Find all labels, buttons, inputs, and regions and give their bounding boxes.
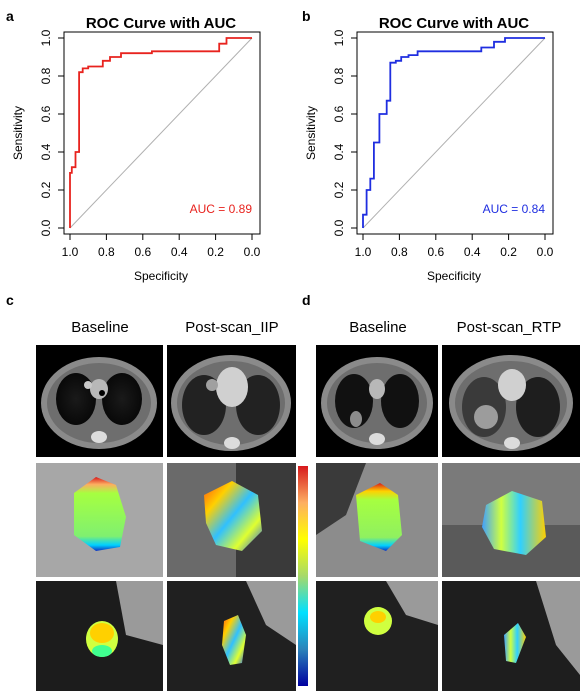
- y-tick-label: 0.2: [39, 181, 53, 198]
- diagonal-reference-line: [69, 37, 253, 229]
- x-axis-label: Specificity: [427, 269, 481, 283]
- panel-d-baseline-label: Baseline: [349, 319, 407, 336]
- y-tick-label: 0.2: [332, 181, 346, 198]
- x-tick-label: 0.2: [500, 245, 517, 259]
- y-axis-label: Sensitivity: [304, 106, 318, 160]
- x-tick-label: 1.0: [62, 245, 79, 259]
- colorbar: [298, 466, 308, 686]
- x-tick-label: 0.6: [134, 245, 151, 259]
- panel-c-scan-images: [36, 345, 296, 691]
- panel-d-postscan-label: Post-scan_RTP: [456, 319, 562, 336]
- x-tick-label: 0.4: [464, 245, 481, 259]
- x-tick-label: 0.6: [427, 245, 444, 259]
- y-tick-label: 1.0: [332, 29, 346, 46]
- x-tick-label: 0.4: [171, 245, 188, 259]
- diagonal-reference-line: [362, 37, 546, 229]
- x-tick-label: 0.2: [207, 245, 224, 259]
- y-tick-label: 0.8: [332, 67, 346, 84]
- y-tick-label: 0.4: [332, 143, 346, 160]
- y-tick-label: 0.8: [39, 67, 53, 84]
- panel-label-b: b: [302, 8, 311, 24]
- y-tick-label: 0.0: [332, 219, 346, 236]
- x-tick-label: 0.8: [98, 245, 115, 259]
- y-tick-label: 0.0: [39, 219, 53, 236]
- roc-curve-line: [69, 37, 252, 228]
- roc-curve-line: [362, 37, 545, 228]
- y-tick-label: 0.4: [39, 143, 53, 160]
- panel-label-d: d: [302, 292, 311, 308]
- auc-annotation: AUC = 0.89: [190, 202, 253, 216]
- y-tick-label: 1.0: [39, 29, 53, 46]
- x-axis-label: Specificity: [134, 269, 188, 283]
- y-tick-label: 0.6: [332, 105, 346, 122]
- chart-title: ROC Curve with AUC: [379, 15, 529, 32]
- y-axis-label: Sensitivity: [11, 106, 25, 160]
- x-tick-label: 0.8: [391, 245, 408, 259]
- panel-d-scan-images: [316, 345, 580, 691]
- panel-c-baseline-label: Baseline: [71, 319, 129, 336]
- panel-label-c: c: [6, 292, 14, 308]
- auc-annotation: AUC = 0.84: [483, 202, 546, 216]
- chart-title: ROC Curve with AUC: [86, 15, 236, 32]
- panel-c-postscan-label: Post-scan_IIP: [185, 319, 279, 336]
- x-tick-label: 0.0: [537, 245, 554, 259]
- panel-label-a: a: [6, 8, 14, 24]
- y-tick-label: 0.6: [39, 105, 53, 122]
- roc-chart-b: ROC Curve with AUC 1.0 0.8 0.6 0.4 0.2 0.0 0.0 0…: [304, 15, 554, 283]
- roc-chart-a: ROC Curve with AUC 1.0 0.8 0.6 0.4 0.2 0.0 0.0 0…: [11, 15, 261, 283]
- x-tick-label: 1.0: [355, 245, 372, 259]
- x-tick-label: 0.0: [244, 245, 261, 259]
